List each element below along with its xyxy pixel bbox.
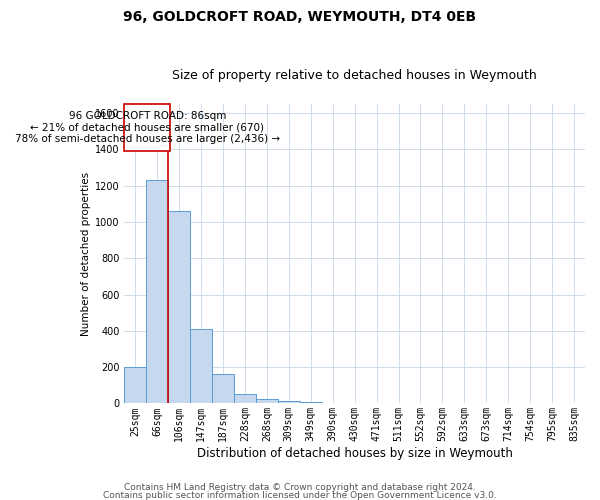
- Bar: [146, 180, 168, 404]
- Y-axis label: Number of detached properties: Number of detached properties: [80, 172, 91, 336]
- Title: Size of property relative to detached houses in Weymouth: Size of property relative to detached ho…: [172, 69, 537, 82]
- Text: Contains HM Land Registry data © Crown copyright and database right 2024.: Contains HM Land Registry data © Crown c…: [124, 484, 476, 492]
- Bar: [278, 400, 300, 404]
- Bar: [124, 367, 146, 404]
- Text: 78% of semi-detached houses are larger (2,436) →: 78% of semi-detached houses are larger (…: [15, 134, 280, 144]
- Bar: [256, 399, 278, 404]
- X-axis label: Distribution of detached houses by size in Weymouth: Distribution of detached houses by size …: [197, 447, 512, 460]
- Text: Contains public sector information licensed under the Open Government Licence v3: Contains public sector information licen…: [103, 490, 497, 500]
- Bar: [300, 402, 322, 404]
- Bar: [168, 211, 190, 404]
- Text: 96 GOLDCROFT ROAD: 86sqm: 96 GOLDCROFT ROAD: 86sqm: [68, 111, 226, 121]
- Bar: [234, 394, 256, 404]
- Bar: [124, 104, 170, 151]
- Bar: [212, 374, 234, 404]
- Text: ← 21% of detached houses are smaller (670): ← 21% of detached houses are smaller (67…: [31, 122, 265, 132]
- Bar: [190, 329, 212, 404]
- Text: 96, GOLDCROFT ROAD, WEYMOUTH, DT4 0EB: 96, GOLDCROFT ROAD, WEYMOUTH, DT4 0EB: [124, 10, 476, 24]
